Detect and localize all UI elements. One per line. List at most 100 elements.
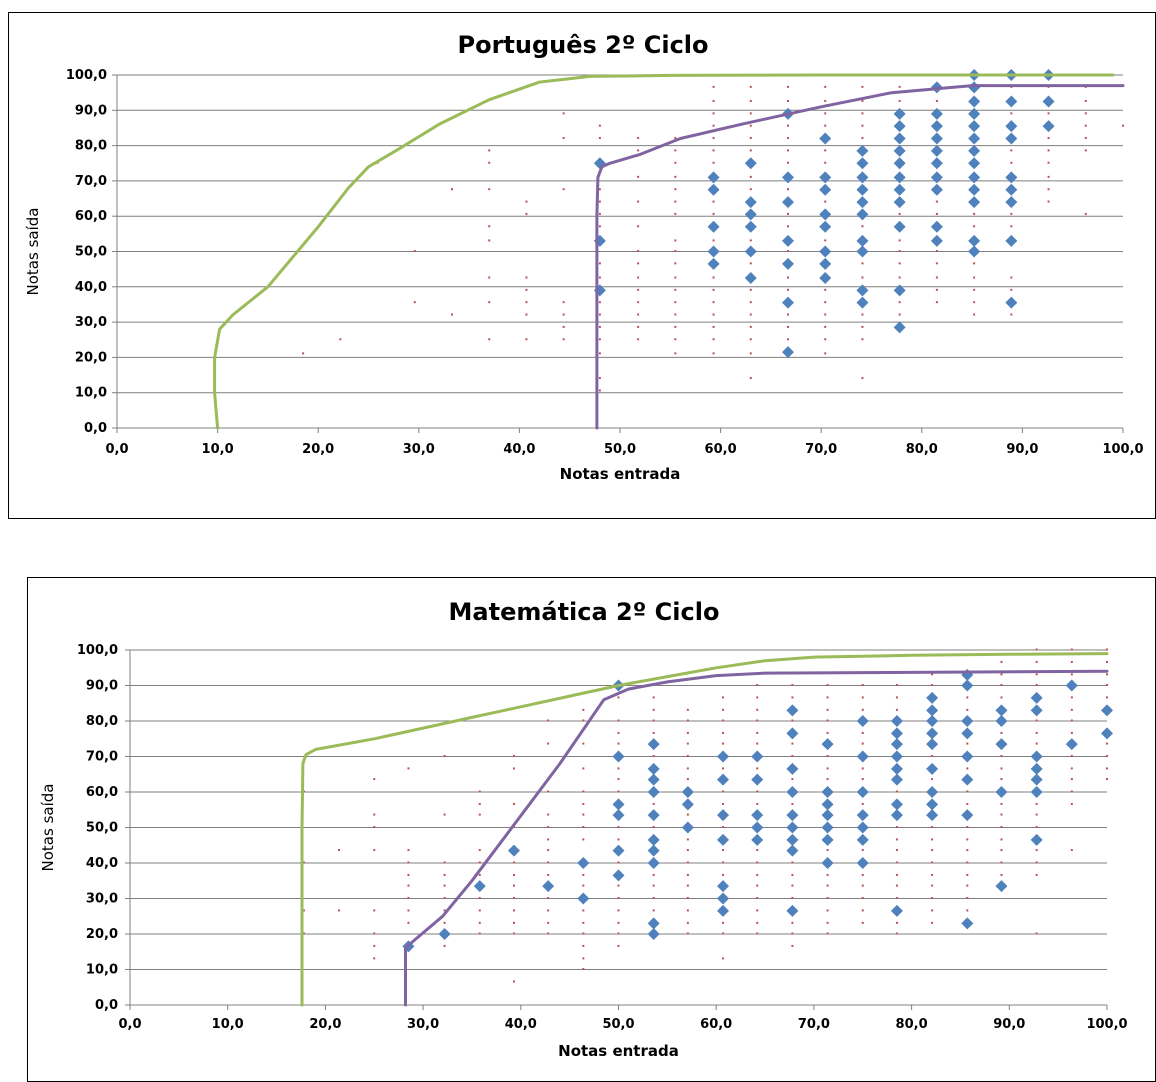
chart-portugues-panel: Português 2º Ciclo 0,0 10,0 20,0 30,0 40,0 50,… [8, 12, 1156, 519]
data-point-small [861, 884, 864, 887]
chart-matematica: Matemática 2º Ciclo 0,0 10,0 20,0 30,0 40,0 50… [39, 598, 1128, 1060]
data-point-small [791, 742, 794, 745]
data-point-small [824, 149, 827, 152]
data-point-diamond [647, 809, 660, 822]
y-tick-label: 30,0 [75, 315, 107, 330]
data-point-diamond [681, 786, 694, 798]
data-point-small [1070, 719, 1073, 722]
data-point-small [1070, 731, 1073, 734]
data-point-small [1047, 200, 1050, 203]
data-point-small [756, 921, 759, 924]
data-point-small [1000, 849, 1003, 852]
data-point-small [1070, 696, 1073, 699]
data-point-small [861, 802, 864, 805]
data-point-small [617, 909, 620, 912]
data-point-small [407, 921, 410, 924]
data-point-small [712, 99, 715, 102]
data-point-small [898, 250, 901, 252]
data-point-small [302, 861, 305, 864]
data-point-small [712, 112, 715, 115]
data-point-small [582, 767, 585, 770]
data-point-small [1000, 873, 1003, 876]
data-point-small [787, 325, 790, 328]
data-point-diamond [707, 183, 720, 196]
data-point-small [450, 188, 453, 191]
data-point-small [617, 861, 620, 864]
data-point-small [973, 276, 976, 279]
data-point-small [966, 767, 969, 770]
data-point-diamond [744, 271, 757, 284]
lower-envelope-line [404, 669, 1109, 1007]
data-point-small [686, 897, 689, 899]
data-point-diamond [893, 120, 906, 133]
data-point-small [935, 200, 938, 203]
data-point-small [686, 861, 689, 864]
data-point-small [824, 239, 827, 242]
data-point-small [1070, 778, 1073, 781]
data-point-diamond [890, 798, 903, 811]
data-point-small [966, 826, 969, 828]
data-point-small [791, 755, 794, 757]
data-point-small [824, 301, 827, 304]
data-point-small [686, 742, 689, 745]
data-point-small [712, 338, 715, 341]
data-point-small [756, 719, 759, 722]
data-point-small [749, 99, 752, 102]
data-point-small [373, 849, 376, 852]
data-point-small [652, 755, 655, 757]
data-point-diamond [893, 321, 906, 334]
data-point-diamond [707, 245, 720, 258]
data-point-diamond [577, 857, 590, 869]
data-point-small [547, 932, 550, 935]
data-point-small [1010, 161, 1013, 164]
data-point-small [1070, 648, 1073, 651]
data-point-diamond [1005, 234, 1018, 247]
data-point-small [787, 313, 790, 316]
data-point-small [898, 239, 901, 242]
data-point-small [525, 288, 528, 291]
data-point-small [582, 719, 585, 722]
data-point-small [582, 909, 585, 912]
data-point-small [935, 276, 938, 279]
data-point-small [478, 790, 481, 793]
data-point-small [935, 99, 938, 102]
data-point-diamond [647, 857, 660, 869]
data-point-small [407, 873, 410, 876]
data-point-small [686, 719, 689, 722]
data-point-small [787, 250, 790, 252]
data-point-diamond [707, 171, 720, 184]
data-point-small [373, 909, 376, 912]
data-point-diamond [717, 750, 730, 763]
data-point-small [547, 813, 550, 816]
x-tick-label: 20,0 [309, 1017, 341, 1032]
data-point-small [861, 897, 864, 899]
data-point-small [302, 909, 305, 912]
data-point-small [826, 849, 829, 852]
data-point-diamond [1042, 120, 1055, 133]
data-point-diamond [893, 183, 906, 196]
data-point-small [598, 212, 601, 215]
data-point-diamond [542, 880, 555, 893]
data-point-small [935, 262, 938, 265]
data-point-diamond [577, 892, 590, 905]
data-point-small [617, 897, 620, 899]
data-point-diamond [930, 171, 943, 184]
data-point-diamond [856, 786, 869, 798]
data-point-small [478, 813, 481, 816]
x-tick-label: 70,0 [805, 442, 837, 457]
data-point-small [547, 921, 550, 924]
data-point-small [1035, 813, 1038, 816]
data-point-small [756, 897, 759, 899]
data-point-diamond [751, 821, 764, 834]
data-point-small [686, 778, 689, 781]
data-point-small [749, 149, 752, 152]
data-point-small [1000, 826, 1003, 828]
data-point-small [637, 313, 640, 316]
data-point-small [1035, 673, 1038, 676]
data-point-diamond [893, 132, 906, 145]
data-point-small [931, 755, 934, 757]
data-point-diamond [995, 704, 1008, 717]
data-point-small [407, 884, 410, 887]
data-point-small [931, 921, 934, 924]
data-point-diamond [717, 773, 730, 786]
